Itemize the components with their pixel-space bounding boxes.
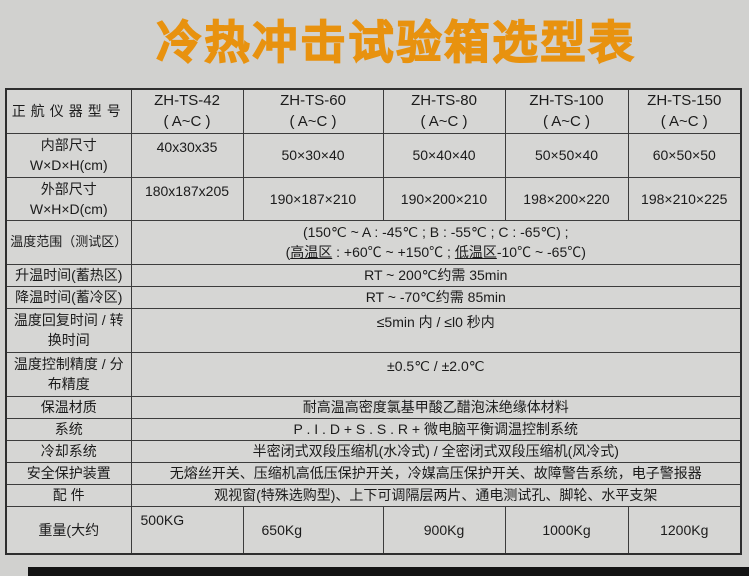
weight-value: 1000Kg [504,505,629,555]
model-range: ( A~C ) [289,113,337,131]
row-safety: 安全保护装置 无熔丝开关、压缩机高低压保护开关，冷媒高压保护开关、故障警告系统，… [5,461,742,485]
label-line: W×D×H(cm) [29,157,108,173]
recovery-time-value: ≤5min 内 / ≤l0 秒内 [130,307,742,353]
safety-label: 安全保护装置 [5,461,132,485]
cool-time-value: RT ~ -70℃约需 85min [130,285,742,309]
label-line: 外部尺寸 [40,180,97,197]
cold-zone-text: 低温区 [454,244,497,260]
accuracy-label: 温度控制精度 / 分 布精度 [5,351,132,397]
accessories-value: 观视窗(特殊选购型)、上下可调隔层两片、通电测试孔、脚轮、水平支架 [130,483,742,507]
outer-size-value: 198×200×220 [504,176,629,221]
system-value: P . I . D + S . S . R + 微电脑平衡调温控制系统 [130,417,742,441]
outer-size-value: 180x187x205 [130,176,244,221]
row-temp-range: 温度范围（测试区） (150℃ ~ A : -45℃ ; B : -55℃ ; … [5,219,742,265]
model-header-cell: ZH-TS-42 ( A~C ) [130,88,244,134]
model-range: ( A~C ) [420,113,468,131]
cool-time-label: 降温时间(蓄冷区) [5,285,132,309]
row-outer-size: 外部尺寸 W×H×D(cm) 180x187x205 190×187×210 1… [5,176,742,221]
label-line: 内部尺寸 [40,137,97,153]
weight-value: 1200Kg [627,505,742,555]
recovery-time-label: 温度回复时间 / 转 换时间 [5,307,132,353]
inner-size-value: 50×30×40 [242,132,384,178]
row-weight: 重量(大约 500KG 650Kg 900Kg 1000Kg 1200Kg [5,505,742,555]
cooling-system-label: 冷却系统 [5,439,132,463]
row-inner-size: 内部尺寸 W×D×H(cm) 40x30x35 50×30×40 50×40×4… [5,132,742,178]
weight-value: 650Kg [242,505,384,555]
page-title: 冷热冲击试验箱选型表 [156,16,637,69]
outer-size-value: 198×210×225 [627,176,742,221]
row-cool-time: 降温时间(蓄冷区) RT ~ -70℃约需 85min [5,285,742,309]
row-cooling-system: 冷却系统 半密闭式双段压缩机(水冷式) / 全密闭式双段压缩机(风冷式) [5,439,742,463]
row-recovery-time: 温度回复时间 / 转 换时间 ≤5min 内 / ≤l0 秒内 [5,307,742,353]
outer-size-value: 190×187×210 [242,176,384,221]
weight-value: 900Kg [382,505,506,555]
accuracy-value: ±0.5℃ / ±2.0℃ [130,351,742,397]
model-name: ZH-TS-80 [411,92,477,110]
model-header-cell: ZH-TS-80 ( A~C ) [382,88,506,134]
label-line: 温度控制精度 / 分 [13,356,124,372]
weight-label: 重量(大约 [5,505,132,555]
outer-size-value: 190×200×210 [382,176,506,221]
inner-size-value: 50×50×40 [504,132,629,178]
heat-time-value: RT ~ 200℃约需 35min [130,263,742,287]
bottom-black-bar [28,567,749,576]
system-label: 系统 [5,417,132,441]
inner-size-value: 50×40×40 [382,132,506,178]
model-name: ZH-TS-150 [647,92,722,110]
temp-range-line1: (150℃ ~ A : -45℃ ; B : -55℃ ; C : -65℃) … [302,224,569,240]
text: -10℃ ~ -65℃) [496,244,586,260]
row-models: 正航仪器型号 ZH-TS-42 ( A~C ) ZH-TS-60 ( A~C )… [5,88,742,134]
hot-zone-text: 高温区 [290,244,333,260]
model-range: ( A~C ) [163,113,211,131]
heat-time-label: 升温时间(蓄热区) [5,263,132,287]
row-accessories: 配 件 观视窗(特殊选购型)、上下可调隔层两片、通电测试孔、脚轮、水平支架 [5,483,742,507]
spec-table: 正航仪器型号 ZH-TS-42 ( A~C ) ZH-TS-60 ( A~C )… [5,88,742,555]
cooling-system-value: 半密闭式双段压缩机(水冷式) / 全密闭式双段压缩机(风冷式) [130,439,742,463]
label-line: W×H×D(cm) [29,200,108,217]
safety-value: 无熔丝开关、压缩机高低压保护开关，冷媒高压保护开关、故障警告系统，电子警报器 [130,461,742,485]
row-system: 系统 P . I . D + S . S . R + 微电脑平衡调温控制系统 [5,417,742,441]
row-insulation: 保温材质 耐高温高密度氯基甲酸乙醋泡沫绝缘体材料 [5,395,742,419]
model-range: ( A~C ) [660,113,708,131]
model-name: ZH-TS-42 [154,92,220,110]
insulation-value: 耐高温高密度氯基甲酸乙醋泡沫绝缘体材料 [130,395,742,419]
text: ( [285,244,291,260]
weight-value: 500KG [130,505,244,555]
temp-range-line2: (高温区 : +60℃ ~ +150℃ ; 低温区-10℃ ~ -65℃) [134,242,739,262]
insulation-label: 保温材质 [5,395,132,419]
inner-size-value: 60×50×50 [627,132,742,178]
outer-size-label: 外部尺寸 W×H×D(cm) [5,176,132,221]
label-line: 布精度 [47,376,90,392]
model-name: ZH-TS-100 [529,92,604,110]
model-header-cell: ZH-TS-60 ( A~C ) [242,88,384,134]
temp-range-value: (150℃ ~ A : -45℃ ; B : -55℃ ; C : -65℃) … [130,219,742,265]
model-header-cell: ZH-TS-150 ( A~C ) [627,88,742,134]
accessories-label: 配 件 [5,483,132,507]
inner-size-label: 内部尺寸 W×D×H(cm) [5,132,132,178]
model-range: ( A~C ) [542,113,591,131]
text: : +60℃ ~ +150℃ ; [332,244,455,260]
label-line: 换时间 [47,332,90,348]
label-line: 温度回复时间 / 转 [13,312,124,328]
inner-size-value: 40x30x35 [130,132,244,178]
model-row-label: 正航仪器型号 [5,88,132,134]
row-heat-time: 升温时间(蓄热区) RT ~ 200℃约需 35min [5,263,742,287]
model-header-cell: ZH-TS-100 ( A~C ) [504,88,629,134]
temp-range-label: 温度范围（测试区） [5,219,132,265]
model-name: ZH-TS-60 [280,92,346,110]
row-accuracy: 温度控制精度 / 分 布精度 ±0.5℃ / ±2.0℃ [5,351,742,397]
